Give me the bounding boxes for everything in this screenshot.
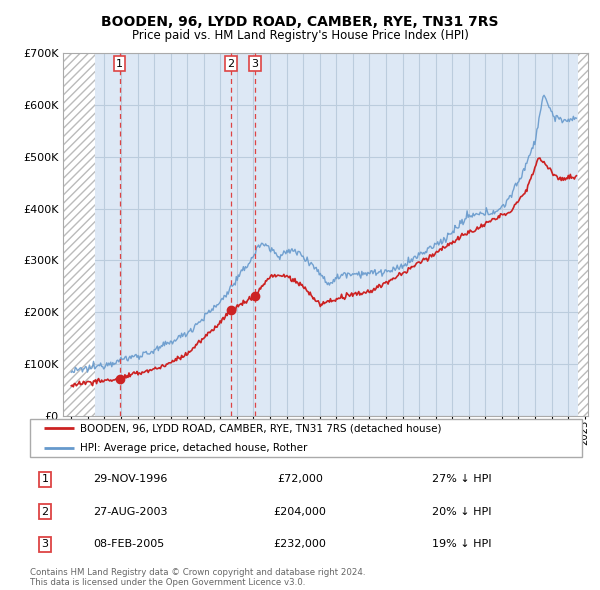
Text: £232,000: £232,000 [274,539,326,549]
Text: 08-FEB-2005: 08-FEB-2005 [93,539,164,549]
Text: 20% ↓ HPI: 20% ↓ HPI [432,507,491,517]
Bar [63,53,95,416]
Text: 2: 2 [227,58,235,68]
Text: 3: 3 [251,58,259,68]
Text: 27-AUG-2003: 27-AUG-2003 [93,507,167,517]
Text: 1: 1 [116,58,123,68]
Text: 2: 2 [41,507,49,517]
Bar [578,53,588,416]
Text: Price paid vs. HM Land Registry's House Price Index (HPI): Price paid vs. HM Land Registry's House … [131,30,469,42]
Text: 3: 3 [41,539,49,549]
Text: HPI: Average price, detached house, Rother: HPI: Average price, detached house, Roth… [80,442,307,453]
Text: 19% ↓ HPI: 19% ↓ HPI [432,539,491,549]
Text: BOODEN, 96, LYDD ROAD, CAMBER, RYE, TN31 7RS (detached house): BOODEN, 96, LYDD ROAD, CAMBER, RYE, TN31… [80,424,441,434]
Text: £204,000: £204,000 [274,507,326,517]
Text: £72,000: £72,000 [277,474,323,484]
Text: BOODEN, 96, LYDD ROAD, CAMBER, RYE, TN31 7RS: BOODEN, 96, LYDD ROAD, CAMBER, RYE, TN31… [101,15,499,29]
Text: 27% ↓ HPI: 27% ↓ HPI [432,474,491,484]
Text: 1: 1 [41,474,49,484]
Text: Contains HM Land Registry data © Crown copyright and database right 2024.
This d: Contains HM Land Registry data © Crown c… [30,568,365,587]
Text: 29-NOV-1996: 29-NOV-1996 [93,474,167,484]
